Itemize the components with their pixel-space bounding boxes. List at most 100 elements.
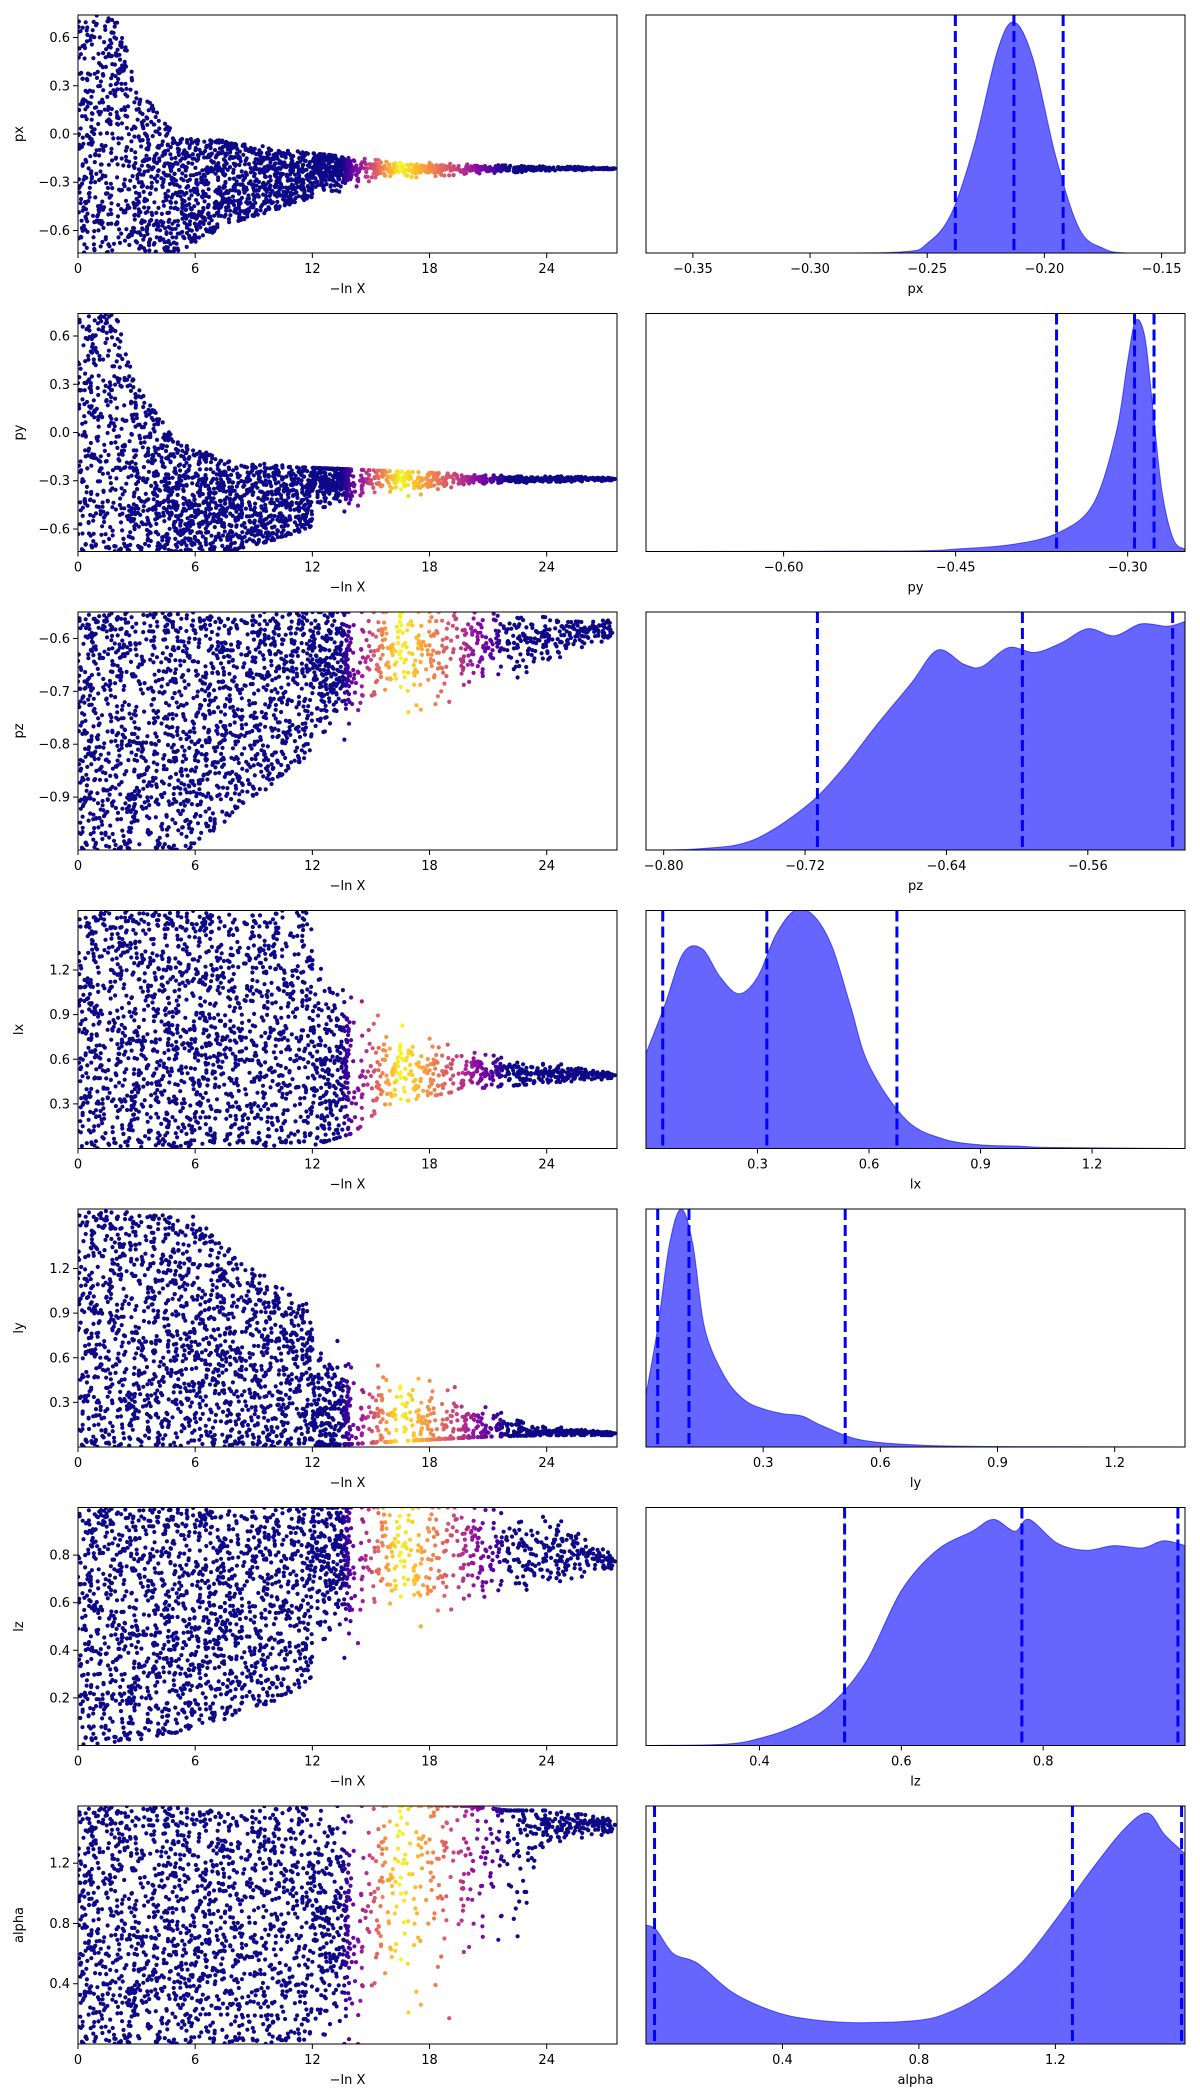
trace-point bbox=[153, 249, 158, 253]
trace-point bbox=[133, 453, 138, 458]
trace-point bbox=[189, 140, 194, 145]
trace-point bbox=[167, 128, 172, 133]
trace-point bbox=[110, 468, 115, 473]
trace-point bbox=[129, 459, 135, 464]
trace-point bbox=[166, 485, 171, 490]
trace-point bbox=[147, 142, 152, 148]
trace-point bbox=[87, 693, 92, 698]
trace-point bbox=[173, 549, 178, 552]
trace-point bbox=[192, 204, 197, 209]
trace-point bbox=[212, 491, 217, 496]
trace-point bbox=[218, 483, 223, 488]
trace-point bbox=[113, 396, 118, 401]
trace-point bbox=[126, 164, 131, 169]
trace-point bbox=[282, 485, 287, 490]
trace-point bbox=[128, 364, 133, 369]
trace-point bbox=[80, 135, 85, 140]
trace-point bbox=[214, 472, 219, 477]
trace-point bbox=[179, 209, 184, 214]
trace-point bbox=[250, 205, 255, 210]
trace-point bbox=[149, 210, 154, 215]
trace-point bbox=[459, 168, 465, 173]
trace-point bbox=[163, 191, 168, 196]
trace-point bbox=[189, 193, 194, 198]
trace-point bbox=[274, 194, 280, 199]
trace-point bbox=[98, 454, 103, 459]
trace-point bbox=[162, 519, 167, 524]
trace-point bbox=[100, 199, 105, 204]
trace-point bbox=[352, 489, 358, 494]
trace-point bbox=[156, 452, 161, 458]
trace-point bbox=[183, 168, 188, 173]
trace-point bbox=[316, 153, 321, 158]
trace-point bbox=[128, 647, 133, 653]
trace-point bbox=[150, 652, 155, 658]
trace-point bbox=[98, 83, 103, 89]
trace-point bbox=[157, 158, 162, 163]
trace-point bbox=[88, 497, 93, 502]
trace-point bbox=[203, 148, 208, 154]
trace-point bbox=[134, 415, 139, 421]
trace-point bbox=[243, 145, 248, 150]
trace-point bbox=[273, 463, 278, 468]
trace-point bbox=[149, 217, 154, 223]
trace-point bbox=[94, 15, 99, 18]
trace-point bbox=[88, 180, 93, 185]
trace-point bbox=[229, 472, 234, 477]
trace-point bbox=[532, 166, 538, 171]
trace-point bbox=[211, 476, 216, 481]
trace-point bbox=[80, 162, 85, 167]
trace-point bbox=[203, 453, 208, 458]
trace-point bbox=[255, 157, 260, 162]
trace-point bbox=[561, 165, 566, 170]
trace-point bbox=[78, 522, 83, 527]
trace-point bbox=[161, 510, 166, 515]
trace-point bbox=[120, 492, 125, 497]
trace-point bbox=[78, 508, 83, 513]
trace-point bbox=[308, 517, 313, 523]
trace-point bbox=[509, 475, 515, 480]
trace-point bbox=[448, 474, 453, 479]
trace-point bbox=[104, 181, 109, 186]
trace-point bbox=[376, 162, 381, 167]
px-trace-ytick-label-0: −0.6 bbox=[38, 224, 70, 239]
trace-point bbox=[166, 494, 171, 499]
trace-point bbox=[165, 194, 171, 199]
trace-point bbox=[449, 165, 454, 171]
trace-point bbox=[83, 20, 88, 25]
trace-point bbox=[285, 189, 290, 194]
trace-point bbox=[558, 167, 563, 172]
trace-point bbox=[119, 426, 124, 431]
trace-point bbox=[393, 485, 398, 490]
trace-point bbox=[165, 245, 170, 250]
trace-point bbox=[244, 539, 249, 544]
trace-point bbox=[100, 97, 105, 102]
trace-point bbox=[78, 317, 82, 322]
trace-point bbox=[124, 481, 129, 486]
trace-point bbox=[100, 504, 105, 509]
trace-point bbox=[429, 478, 434, 483]
trace-point bbox=[283, 185, 288, 190]
trace-point bbox=[186, 160, 191, 165]
trace-point bbox=[173, 226, 178, 231]
trace-point bbox=[240, 542, 245, 547]
trace-point bbox=[148, 403, 153, 408]
trace-point bbox=[276, 150, 281, 155]
trace-point bbox=[131, 377, 136, 382]
trace-point bbox=[203, 181, 208, 186]
trace-point bbox=[212, 225, 217, 230]
trace-point bbox=[282, 160, 287, 165]
trace-point bbox=[113, 440, 118, 445]
trace-point bbox=[96, 392, 101, 398]
trace-point bbox=[266, 180, 271, 185]
trace-point bbox=[269, 531, 274, 536]
px-trace-xtick-label-3: 18 bbox=[421, 262, 438, 277]
trace-point bbox=[83, 157, 88, 162]
trace-point bbox=[499, 475, 504, 480]
trace-point bbox=[118, 353, 123, 358]
trace-point bbox=[145, 209, 150, 214]
trace-point bbox=[208, 142, 213, 147]
trace-point bbox=[302, 197, 307, 203]
trace-point bbox=[337, 499, 342, 504]
trace-point bbox=[342, 491, 347, 496]
